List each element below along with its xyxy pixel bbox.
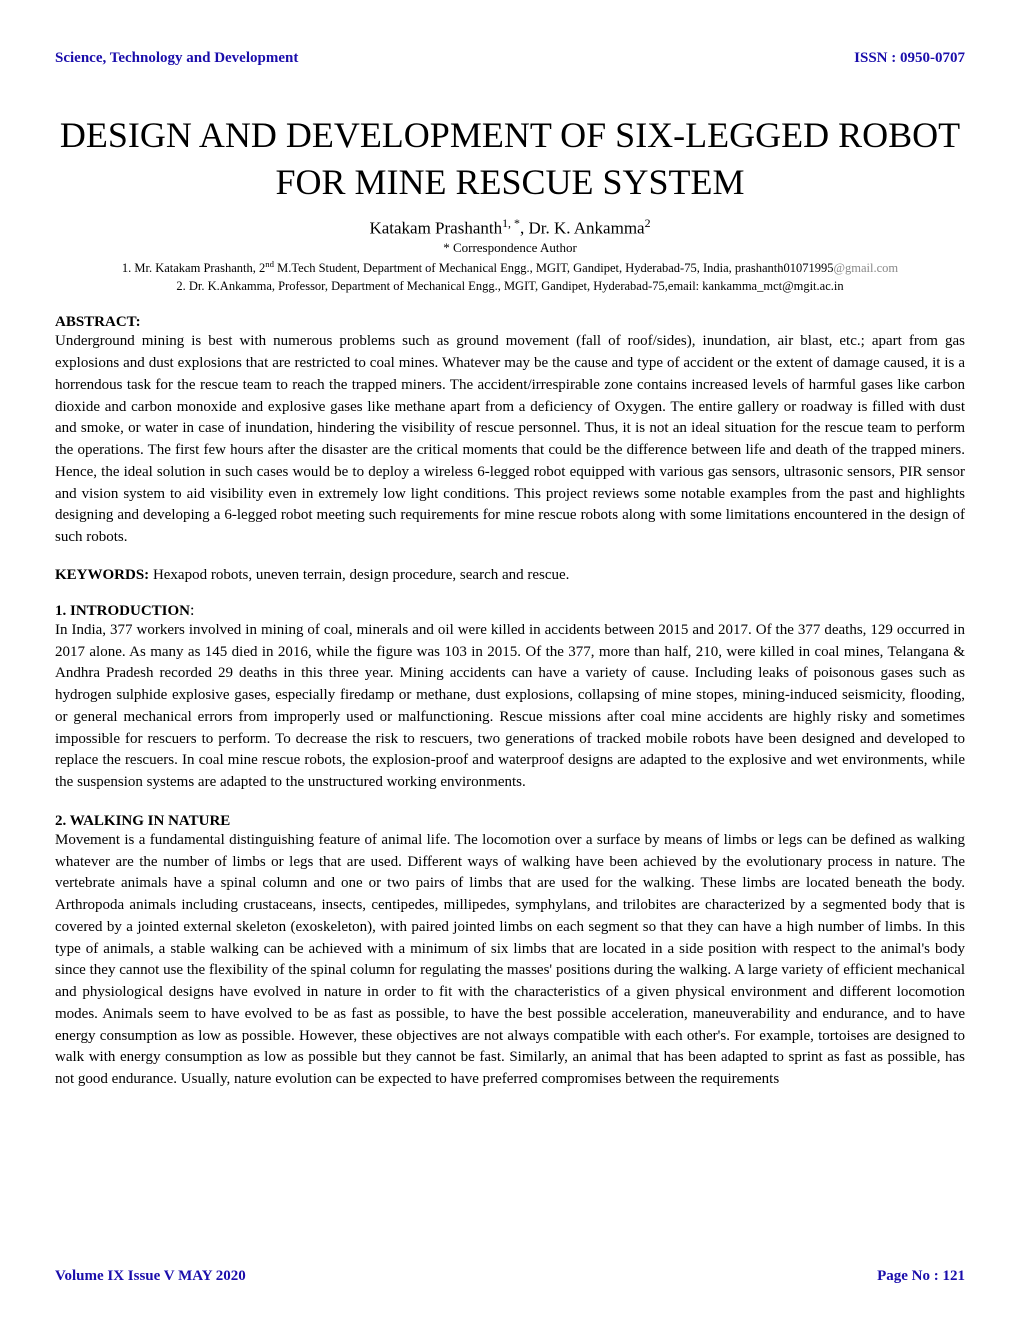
introduction-heading: 1. INTRODUCTION [55, 603, 190, 619]
affiliation-1-rest: M.Tech Student, Department of Mechanical… [274, 261, 834, 275]
authors-line: Katakam Prashanth1, *, Dr. K. Ankamma2 [55, 216, 965, 239]
affiliation-1-sup: nd [265, 259, 274, 269]
affiliation-1: 1. Mr. Katakam Prashanth, 2nd M.Tech Stu… [55, 258, 965, 278]
colon: : [190, 602, 194, 619]
introduction-body: In India, 377 workers involved in mining… [55, 620, 965, 794]
volume-info: Volume IX Issue V MAY 2020 [55, 1268, 246, 1285]
walking-heading: 2. WALKING IN NATURE [55, 813, 230, 829]
issn-label: ISSN : 0950-0707 [854, 50, 965, 67]
page-number: Page No : 121 [877, 1268, 965, 1285]
abstract-body: Underground mining is best with numerous… [55, 331, 965, 549]
journal-name: Science, Technology and Development [55, 50, 298, 67]
introduction-section: 1. INTRODUCTION: In India, 377 workers i… [55, 602, 965, 794]
keywords-text: Hexapod robots, uneven terrain, design p… [149, 567, 569, 583]
affiliation-2: 2. Dr. K.Ankamma, Professor, Department … [55, 278, 965, 296]
affiliation-1-prefix: 1. Mr. Katakam Prashanth, 2 [122, 261, 265, 275]
walking-body: Movement is a fundamental distinguishing… [55, 830, 965, 1091]
abstract-heading: ABSTRACT: [55, 314, 141, 330]
correspondence-note: * Correspondence Author [55, 240, 965, 256]
paper-title: DESIGN AND DEVELOPMENT OF SIX-LEGGED ROB… [55, 112, 965, 206]
abstract-section: ABSTRACT: Underground mining is best wit… [55, 313, 965, 549]
affiliation-1-email-domain: @gmail.com [834, 261, 899, 275]
keywords-section: KEYWORDS: Hexapod robots, uneven terrain… [55, 567, 965, 584]
page-header: Science, Technology and Development ISSN… [55, 50, 965, 67]
keywords-label: KEYWORDS: [55, 567, 149, 583]
walking-section: 2. WALKING IN NATURE Movement is a funda… [55, 812, 965, 1091]
page-footer: Volume IX Issue V MAY 2020 Page No : 121 [55, 1268, 965, 1285]
